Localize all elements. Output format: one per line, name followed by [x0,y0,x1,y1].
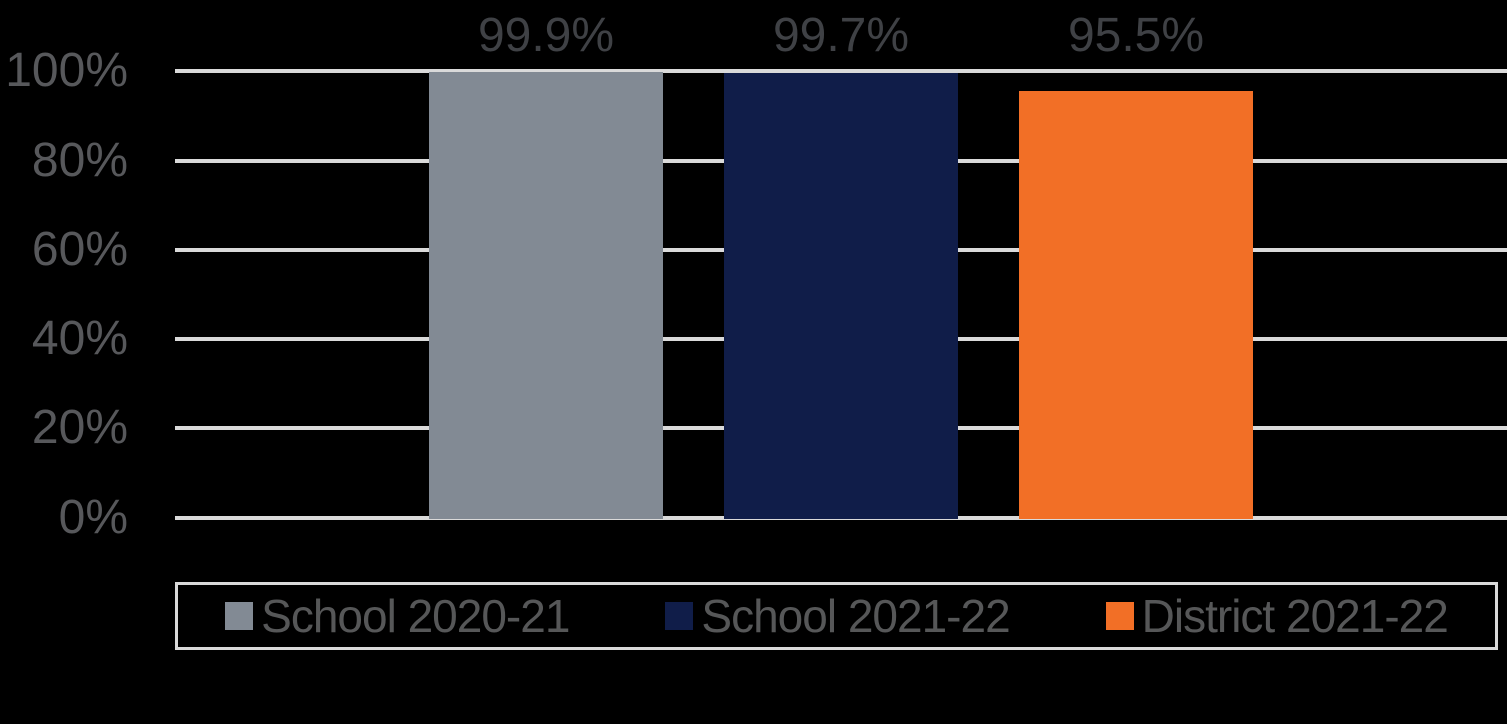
y-tick-label-40pct: 40% [31,312,128,366]
legend-swatch-icon [1105,602,1134,630]
legend-swatch-icon [225,602,254,630]
gridline-100pct [175,69,1507,74]
y-tick-label-60pct: 60% [31,222,128,276]
bar-district-2021-22 [1019,91,1253,520]
legend-label: School 2021-22 [701,590,1010,642]
y-tick-label-20pct: 20% [31,401,128,455]
y-tick-label-100pct: 100% [5,44,128,98]
bar-value-label-district-2021-22: 95.5% [1067,9,1205,62]
bar-value-label-school-2020-21: 99.9% [477,9,615,62]
legend-item-school-2021-22: School 2021-22 [665,590,1011,642]
bar-school-2021-22 [724,72,958,520]
legend-item-district-2021-22: District 2021-22 [1105,590,1449,642]
legend-label: School 2020-21 [261,590,570,642]
legend-item-school-2020-21: School 2020-21 [225,590,570,642]
bar-value-label-school-2021-22: 99.7% [772,9,910,62]
y-tick-label-80pct: 80% [31,133,128,187]
y-tick-label-0pct: 0% [58,490,128,544]
chart-legend: School 2020-21 School 2021-22 District 2… [175,582,1498,650]
legend-label: District 2021-22 [1141,590,1449,642]
bar-school-2020-21 [429,71,663,520]
legend-swatch-icon [665,602,694,630]
